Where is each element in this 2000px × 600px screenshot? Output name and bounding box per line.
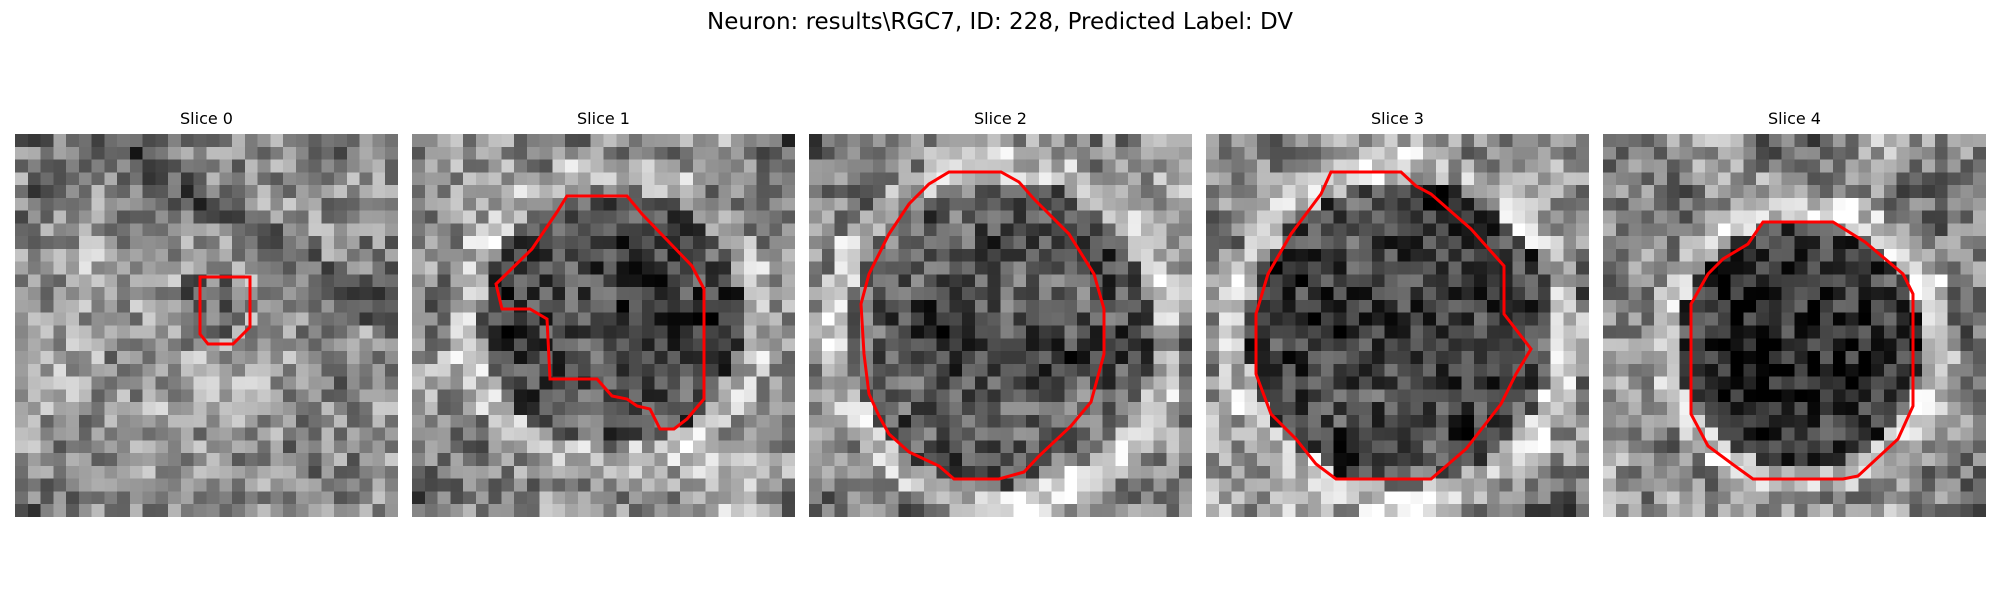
slice-panel-4: Slice 4 [1603, 108, 1986, 520]
roi-contour [1254, 170, 1533, 481]
slice-title: Slice 4 [1768, 109, 1821, 128]
roi-contour [494, 194, 706, 431]
slice-title: Slice 0 [180, 109, 233, 128]
roi-contour [1689, 220, 1915, 481]
slice-panel-3: Slice 3 [1206, 108, 1589, 520]
figure-title: Neuron: results\RGC7, ID: 228, Predicted… [706, 9, 1294, 35]
roi-contour [859, 170, 1106, 481]
grayscale-image [1206, 134, 1589, 517]
slice-panel-0: Slice 0 [15, 108, 398, 520]
grayscale-image [1603, 134, 1986, 517]
grayscale-image [15, 134, 398, 517]
roi-contour [198, 275, 252, 346]
grayscale-image [412, 134, 795, 517]
grayscale-image [809, 134, 1192, 517]
slice-title: Slice 1 [577, 109, 630, 128]
slice-panel-2: Slice 2 [809, 108, 1192, 520]
slice-title: Slice 3 [1371, 109, 1424, 128]
slice-panel-1: Slice 1 [412, 108, 795, 520]
slice-title: Slice 2 [974, 109, 1027, 128]
